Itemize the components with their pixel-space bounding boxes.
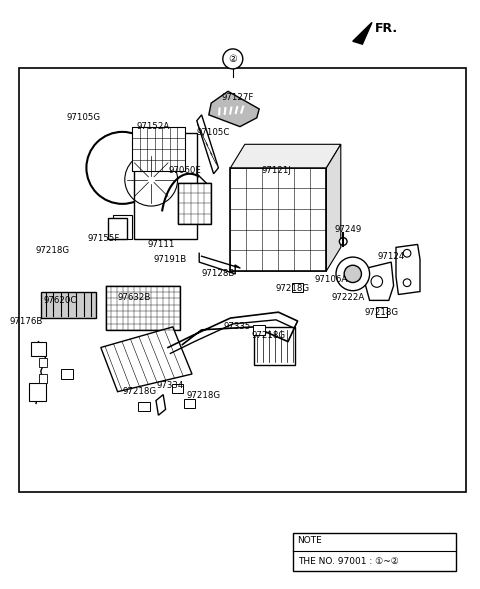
Text: 97335: 97335 xyxy=(224,322,252,332)
Text: 97218G: 97218G xyxy=(252,331,286,340)
Text: THE NO. 97001 : ①~②: THE NO. 97001 : ①~② xyxy=(298,557,398,566)
Text: 97127F: 97127F xyxy=(221,92,254,102)
Polygon shape xyxy=(101,327,192,392)
Bar xyxy=(19,68,466,492)
Text: 97111: 97111 xyxy=(147,240,175,249)
Bar xyxy=(254,327,295,365)
Polygon shape xyxy=(230,144,341,168)
Text: 97060E: 97060E xyxy=(168,166,201,176)
Bar xyxy=(292,283,303,292)
Bar xyxy=(31,342,46,356)
Bar xyxy=(172,384,183,393)
Circle shape xyxy=(223,49,243,69)
Circle shape xyxy=(403,249,411,257)
Polygon shape xyxy=(396,244,420,294)
Bar xyxy=(253,325,265,335)
Bar xyxy=(184,399,195,408)
Polygon shape xyxy=(197,115,218,174)
Bar xyxy=(61,369,73,379)
Circle shape xyxy=(371,276,383,287)
Circle shape xyxy=(336,257,370,291)
Text: 97620C: 97620C xyxy=(43,296,77,305)
Circle shape xyxy=(339,237,347,246)
Bar xyxy=(39,374,47,383)
Polygon shape xyxy=(365,262,394,300)
Text: 97249: 97249 xyxy=(335,225,361,234)
Text: 97218G: 97218G xyxy=(36,246,70,255)
Text: 97218G: 97218G xyxy=(122,387,156,396)
Text: 97632B: 97632B xyxy=(118,293,151,302)
Polygon shape xyxy=(353,22,372,44)
Bar xyxy=(138,402,150,411)
Text: 97128B: 97128B xyxy=(202,269,235,279)
Text: 97218G: 97218G xyxy=(187,391,221,401)
Text: 97121J: 97121J xyxy=(261,166,291,176)
Text: 97152A: 97152A xyxy=(137,122,170,131)
Bar xyxy=(108,218,127,239)
Circle shape xyxy=(344,265,361,283)
Bar xyxy=(39,358,47,367)
Text: 97222A: 97222A xyxy=(331,293,365,302)
Text: 97105G: 97105G xyxy=(67,113,101,123)
Bar xyxy=(134,133,197,239)
Polygon shape xyxy=(178,183,211,224)
Text: 97155F: 97155F xyxy=(87,234,120,243)
Circle shape xyxy=(403,279,411,287)
Polygon shape xyxy=(209,91,259,127)
Text: NOTE: NOTE xyxy=(298,535,323,545)
Bar xyxy=(106,286,180,330)
Polygon shape xyxy=(156,395,166,415)
Bar xyxy=(376,307,387,317)
Text: 97106A: 97106A xyxy=(314,275,348,284)
Bar xyxy=(293,533,456,571)
Polygon shape xyxy=(326,144,341,271)
Text: 97191B: 97191B xyxy=(154,254,187,264)
Text: 97124: 97124 xyxy=(377,252,405,261)
Bar xyxy=(132,127,185,171)
Text: 97218G: 97218G xyxy=(276,284,310,293)
Bar xyxy=(29,383,46,401)
Text: 97218G: 97218G xyxy=(364,307,399,317)
Bar xyxy=(113,215,132,239)
Text: 97334: 97334 xyxy=(156,381,184,391)
Text: 97176B: 97176B xyxy=(10,316,43,326)
Bar xyxy=(230,168,326,271)
Text: ②: ② xyxy=(228,54,237,64)
Text: 97105C: 97105C xyxy=(197,128,230,137)
Text: FR.: FR. xyxy=(374,22,397,35)
Bar xyxy=(41,292,96,318)
